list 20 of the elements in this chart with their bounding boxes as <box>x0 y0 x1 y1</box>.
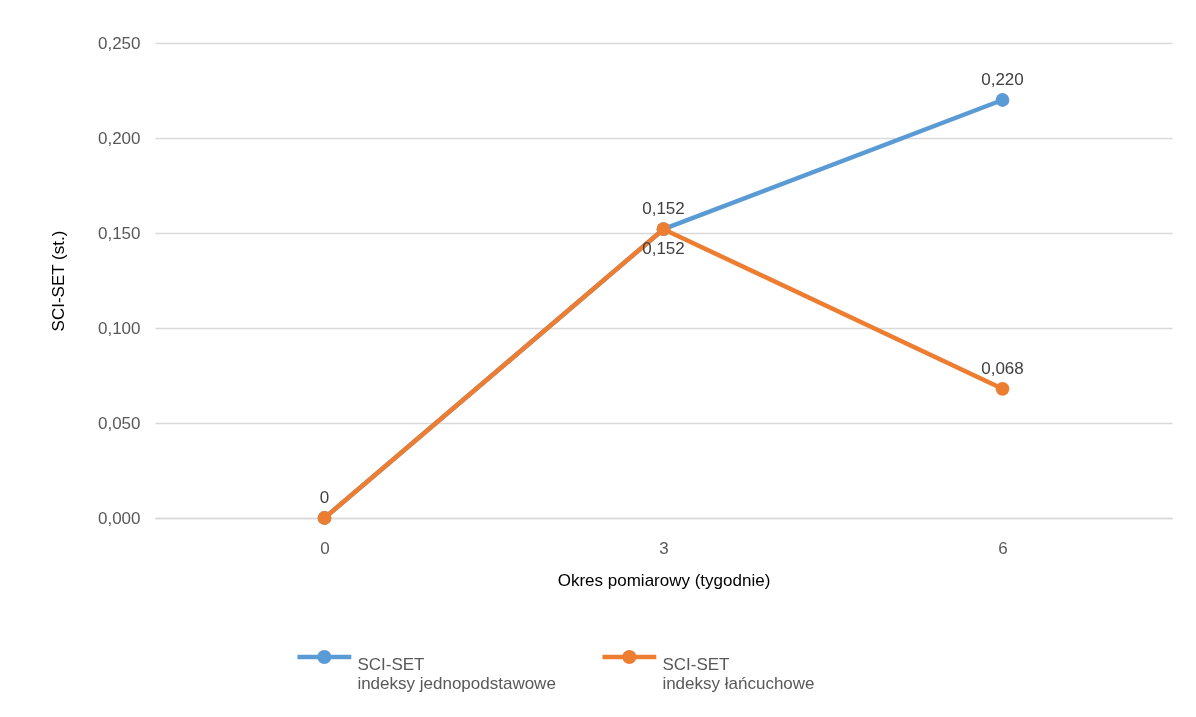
data-label: 0,068 <box>981 358 1024 378</box>
x-tick-label: 3 <box>659 538 669 558</box>
y-tick-label: 0,000 <box>97 508 141 528</box>
x-tick-label: 0 <box>320 538 330 558</box>
data-label: 0,220 <box>981 70 1024 89</box>
legend-label: SCI-SET indeksy jednopodstawowe <box>357 655 556 693</box>
y-tick-label: 0,250 <box>97 33 141 53</box>
y-tick-label: 0,050 <box>97 413 141 433</box>
y-tick-label: 0,200 <box>97 128 141 148</box>
x-axis-title: Okres pomiarowy (tygodnie) <box>557 570 771 590</box>
y-tick-label: 0,150 <box>97 223 141 243</box>
y-axis-title: SCI-SET (st.) <box>48 230 68 332</box>
x-tick-label: 6 <box>998 538 1008 558</box>
y-tick-label: 0,100 <box>97 318 141 338</box>
legend-label: SCI-SET indeksy łańcuchowe <box>662 655 815 693</box>
data-label: 0,152 <box>642 199 685 219</box>
data-label: 0 <box>319 488 330 507</box>
point <box>995 93 1010 107</box>
data-label: 0,152 <box>642 239 685 259</box>
point <box>995 381 1010 396</box>
